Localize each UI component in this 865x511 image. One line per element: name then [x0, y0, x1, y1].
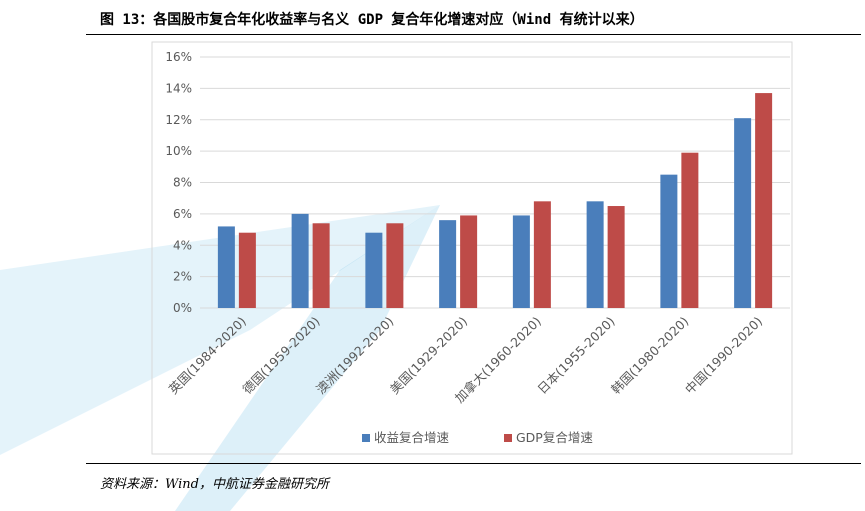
x-category-label: 澳洲(1992-2020): [313, 314, 396, 397]
bar-gdp: [238, 232, 256, 308]
figure-title: 图 13：各国股市复合年化收益率与名义 GDP 复合年化增速对应（Wind 有统…: [100, 12, 644, 28]
source-note: 资料来源：Wind，中航证券金融研究所: [100, 477, 329, 492]
x-axis-labels: 英国(1984-2020)德国(1959-2020)澳洲(1992-2020)美…: [166, 314, 766, 406]
bar-return: [660, 174, 678, 308]
x-category-label: 德国(1959-2020): [239, 314, 322, 397]
x-category-label: 日本(1955-2020): [534, 314, 617, 397]
bar-return: [586, 201, 604, 308]
bar-return: [734, 118, 752, 309]
bars: [217, 93, 773, 309]
bar-return: [365, 232, 383, 308]
bar-return: [291, 213, 309, 308]
bar-return: [217, 226, 235, 308]
bar-gdp: [607, 206, 625, 308]
bar-gdp: [386, 223, 404, 308]
y-axis-ticks: 0% 2% 4% 6% 8% 10% 12% 14% 16%: [165, 50, 192, 315]
x-category-label: 韩国(1980-2020): [608, 314, 691, 397]
y-tick-label: 6%: [173, 207, 192, 221]
bar-return: [439, 220, 457, 308]
bar-gdp: [460, 215, 478, 308]
bar-gdp: [312, 223, 330, 308]
y-tick-label: 8%: [173, 176, 192, 190]
y-tick-label: 0%: [173, 301, 192, 315]
legend-label: GDP复合增速: [516, 430, 593, 445]
gridlines: [200, 56, 790, 309]
title-divider: [86, 34, 861, 35]
y-tick-label: 12%: [165, 113, 192, 127]
x-category-label: 英国(1984-2020): [166, 314, 249, 397]
y-tick-label: 16%: [165, 50, 192, 64]
legend-label: 收益复合增速: [374, 430, 450, 445]
bar-gdp: [755, 93, 773, 308]
y-tick-label: 14%: [165, 81, 192, 95]
bar-gdp: [533, 201, 551, 308]
legend-swatch: [362, 434, 370, 442]
y-tick-label: 4%: [173, 238, 192, 252]
bar-gdp: [681, 152, 699, 308]
legend-swatch: [504, 434, 512, 442]
bar-return: [512, 215, 530, 308]
y-tick-label: 10%: [165, 144, 192, 158]
legend: 收益复合增速 GDP复合增速: [362, 430, 593, 445]
y-tick-label: 2%: [173, 270, 192, 284]
chart-frame: [151, 41, 793, 455]
x-category-label: 美国(1929-2020): [387, 314, 470, 397]
x-category-label: 中国(1990-2020): [682, 314, 765, 397]
footer-divider: [86, 463, 861, 464]
